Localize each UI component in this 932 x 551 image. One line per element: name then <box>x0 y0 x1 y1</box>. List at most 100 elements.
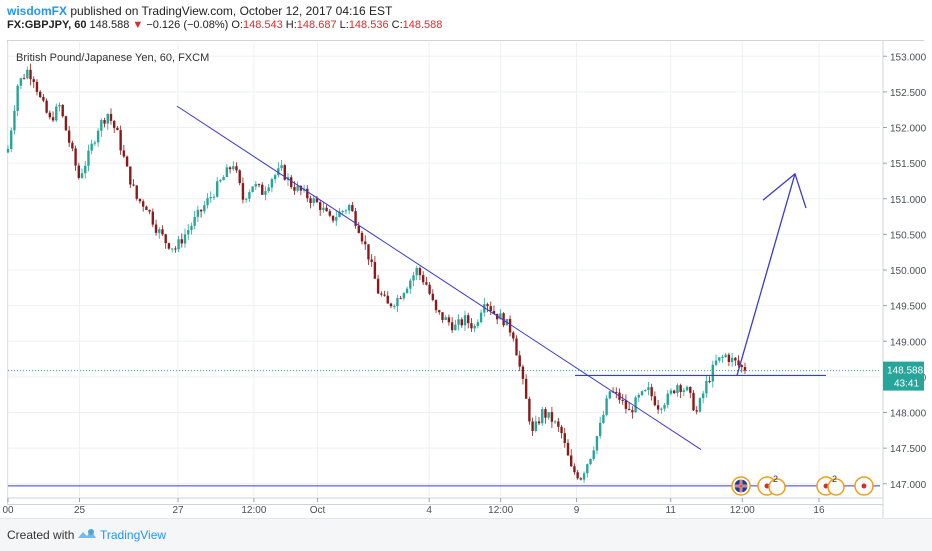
candle-up <box>193 216 196 226</box>
price-chart[interactable]: 153.000 152.500 152.000 151.500 151.000 150.5… <box>0 0 932 518</box>
x-tick-label: 27 <box>172 505 184 516</box>
candle-down <box>570 455 573 467</box>
candle-down <box>42 97 45 101</box>
candle-up <box>347 205 351 211</box>
open-value: 148.543 <box>242 19 283 31</box>
candle-up <box>730 357 734 362</box>
y-tick-label: 150.500 <box>890 230 927 241</box>
candle-up <box>640 391 644 395</box>
candle-down <box>421 275 425 283</box>
candle-up <box>644 390 647 392</box>
candle-down <box>425 282 428 285</box>
candle-up <box>209 197 212 199</box>
candle-down <box>331 215 335 221</box>
candle-down <box>486 304 489 307</box>
candle-up <box>100 120 103 131</box>
candle-down <box>367 244 370 260</box>
candle-down <box>67 130 71 143</box>
candle-up <box>396 298 399 306</box>
candle-down <box>364 241 367 245</box>
candle-up <box>647 387 650 391</box>
candle-down <box>22 78 26 80</box>
candle-up <box>55 106 58 121</box>
candle-up <box>264 191 267 195</box>
candle-up <box>222 177 225 181</box>
candle-up <box>270 179 274 188</box>
descending-trendline <box>176 105 702 450</box>
candle-down <box>154 224 158 233</box>
candle-up <box>177 239 180 250</box>
x-tick-label: 12:00 <box>488 505 513 516</box>
candle-down <box>132 184 135 186</box>
candle-down <box>360 232 364 242</box>
candle-down <box>441 312 444 320</box>
candle-down <box>161 229 164 235</box>
candle-down <box>164 234 167 244</box>
y-tick-label: 149.500 <box>890 302 927 313</box>
candle-down <box>376 278 380 294</box>
candle-up <box>405 288 409 294</box>
candle-down <box>544 409 547 418</box>
candle-down <box>151 211 155 225</box>
time-axis: 00 25 27 12:00 Oct 4 12:00 9 11 12:00 16 <box>2 497 883 516</box>
x-tick-label: Oct <box>310 505 326 516</box>
y-tick-label: 151.500 <box>890 159 927 170</box>
candle-down <box>113 120 116 128</box>
candle-down <box>512 332 515 339</box>
candle-up <box>26 69 29 79</box>
candle-down <box>109 113 113 121</box>
candle-down <box>77 165 81 178</box>
candle-up <box>592 450 595 459</box>
candle-down <box>35 81 39 92</box>
symbol-label[interactable]: FX:GBPJPY, 60 <box>7 19 87 31</box>
tradingview-cloud-icon[interactable] <box>76 527 98 546</box>
candle-up <box>660 408 663 410</box>
candle-down <box>521 366 525 379</box>
candle-down <box>550 412 554 422</box>
x-tick-label: 16 <box>813 505 825 516</box>
author-link[interactable]: wisdomFX <box>7 4 68 18</box>
candle-down <box>495 313 499 320</box>
candle-up <box>296 185 299 191</box>
candle-down <box>64 116 68 131</box>
candle-up <box>206 198 209 206</box>
candle-up <box>203 205 206 212</box>
candle-down <box>29 69 32 80</box>
event-badge-ring <box>827 478 845 496</box>
down-arrow-icon: ▼ <box>132 19 144 31</box>
candle-down <box>627 408 631 411</box>
x-tick-label: 4 <box>426 505 432 516</box>
x-tick-label: 00 <box>2 505 14 516</box>
y-tick-label: 149.000 <box>890 337 927 348</box>
candle-down <box>737 360 740 366</box>
header-line-1: wisdomFX published on TradingView.com, O… <box>7 4 392 18</box>
candle-up <box>341 211 344 213</box>
candle-down <box>740 365 743 368</box>
candle-up <box>412 275 415 281</box>
candle-down <box>389 303 393 307</box>
grid <box>7 42 880 498</box>
candle-down <box>399 298 402 300</box>
candle-up <box>676 385 679 394</box>
candle-up <box>248 192 251 199</box>
candle-down <box>103 120 106 124</box>
candle-down <box>708 380 711 382</box>
y-tick-label: 150.000 <box>890 266 927 277</box>
candle-up <box>84 165 87 174</box>
event-dot-icon <box>861 483 867 489</box>
candle-up <box>187 230 190 235</box>
candle-up <box>277 168 280 176</box>
candle-down <box>119 130 122 151</box>
candle-up <box>483 304 486 313</box>
candle-down <box>293 187 296 191</box>
candle-down <box>743 367 747 371</box>
candle-down <box>318 202 322 210</box>
candle-down <box>138 198 142 202</box>
tradingview-link[interactable]: TradingView <box>100 528 167 542</box>
candle-up <box>106 113 109 124</box>
event-badge-ring <box>768 478 786 496</box>
candle-up <box>190 225 193 231</box>
candle-up <box>96 130 100 143</box>
candle-up <box>251 186 254 193</box>
